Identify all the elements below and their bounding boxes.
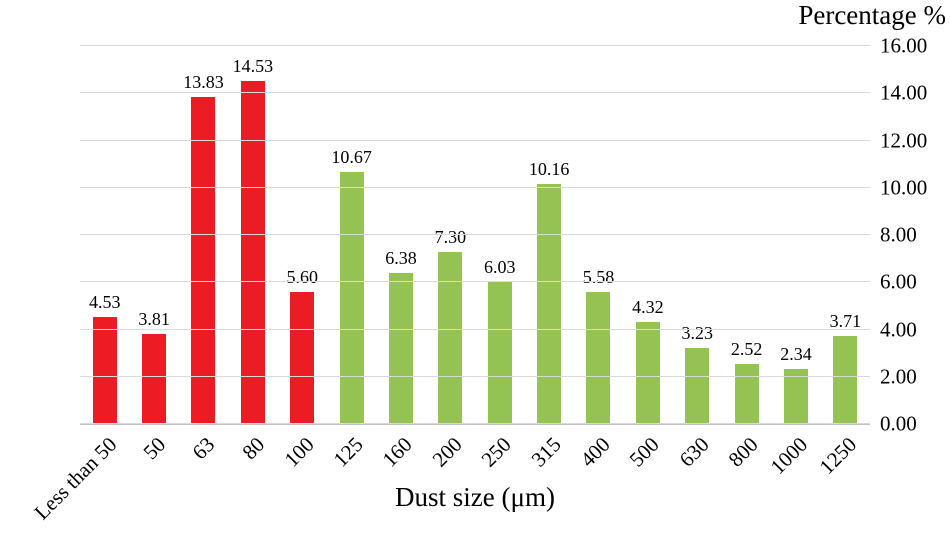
bar-column: 7.30 xyxy=(426,46,475,424)
bar-column: 13.83 xyxy=(179,46,228,424)
bar xyxy=(833,336,858,424)
y-tick-label: 6.00 xyxy=(880,269,917,294)
bar xyxy=(685,347,710,424)
y-tick-label: 4.00 xyxy=(880,317,917,341)
y-tick-label: 8.00 xyxy=(880,222,917,247)
bar-column: 14.53 xyxy=(228,46,277,424)
grid-line xyxy=(80,45,870,46)
bar-value-label: 10.67 xyxy=(331,146,372,167)
bar-column: 6.38 xyxy=(376,46,425,424)
y-tick-label: 0.00 xyxy=(880,411,917,436)
grid-line xyxy=(80,186,870,188)
bar xyxy=(783,368,808,424)
bar-value-label: 4.53 xyxy=(88,291,121,312)
grid-line xyxy=(80,234,870,235)
bar xyxy=(635,321,660,424)
bars-group: 4.53 3.81 13.83 14.53 5.60 10.67 6.38 7.30 6.03 1… xyxy=(80,46,870,424)
bar xyxy=(92,316,117,424)
bar xyxy=(191,97,216,424)
y-tick-label: 12.00 xyxy=(880,128,928,152)
bar-value-label: 14.53 xyxy=(232,55,274,76)
bar-value-label: 4.32 xyxy=(632,296,664,317)
bar xyxy=(438,251,463,424)
grid-line xyxy=(80,328,870,330)
bar-column: 10.16 xyxy=(524,46,573,424)
bar-column: 3.71 xyxy=(821,46,870,424)
bar xyxy=(537,183,562,424)
bar-column: 3.23 xyxy=(673,46,722,424)
plot-area: 4.53 3.81 13.83 14.53 5.60 10.67 6.38 7.30 6.03 1… xyxy=(80,45,870,425)
bar xyxy=(290,291,315,424)
y-tick-label: 16.00 xyxy=(880,33,928,58)
bar-column: 4.32 xyxy=(623,46,672,424)
y-tick-label: 14.00 xyxy=(880,80,928,105)
bar-value-label: 3.23 xyxy=(681,322,713,343)
x-axis-title: Dust size (μm) xyxy=(395,482,555,512)
y-tick-label: 2.00 xyxy=(880,364,917,389)
bar xyxy=(586,292,611,424)
y-tick-label: 10.00 xyxy=(880,175,928,200)
bar-column: 3.81 xyxy=(129,46,178,424)
bar-value-label: 13.83 xyxy=(183,72,224,93)
bar xyxy=(734,364,759,424)
y-axis-title: Percentage % xyxy=(798,0,946,30)
grid-line xyxy=(80,375,870,377)
bar-column: 4.53 xyxy=(80,46,129,424)
bar xyxy=(487,281,512,424)
bar-column: 10.67 xyxy=(327,46,376,424)
bar-value-label: 3.71 xyxy=(829,311,862,332)
bar-column: 5.60 xyxy=(278,46,327,424)
bar-value-label: 7.30 xyxy=(434,226,467,247)
bar-value-label: 6.38 xyxy=(385,248,417,269)
grid-line xyxy=(80,92,870,94)
y-axis: 0.00 2.00 4.00 6.00 8.00 10.00 12.00 14.00 16.00 xyxy=(880,35,948,434)
bar-value-label: 2.52 xyxy=(730,339,763,360)
bar-value-label: 5.58 xyxy=(582,267,615,288)
bar-column: 2.34 xyxy=(771,46,820,424)
bar-value-label: 10.16 xyxy=(528,158,570,179)
bar-value-label: 5.60 xyxy=(286,266,318,287)
grid-line xyxy=(80,423,870,424)
bar xyxy=(339,171,364,424)
bar-column: 5.58 xyxy=(574,46,623,424)
bar xyxy=(388,273,413,424)
bar-value-label: 2.34 xyxy=(780,343,812,364)
bar xyxy=(142,334,167,424)
bar-column: 6.03 xyxy=(475,46,524,424)
bar-column: 2.52 xyxy=(722,46,771,424)
grid-line xyxy=(80,139,870,141)
bar xyxy=(240,80,265,424)
bar-value-label: 3.81 xyxy=(138,309,170,329)
bar-value-label: 6.03 xyxy=(483,256,516,277)
grid-line xyxy=(80,281,870,283)
